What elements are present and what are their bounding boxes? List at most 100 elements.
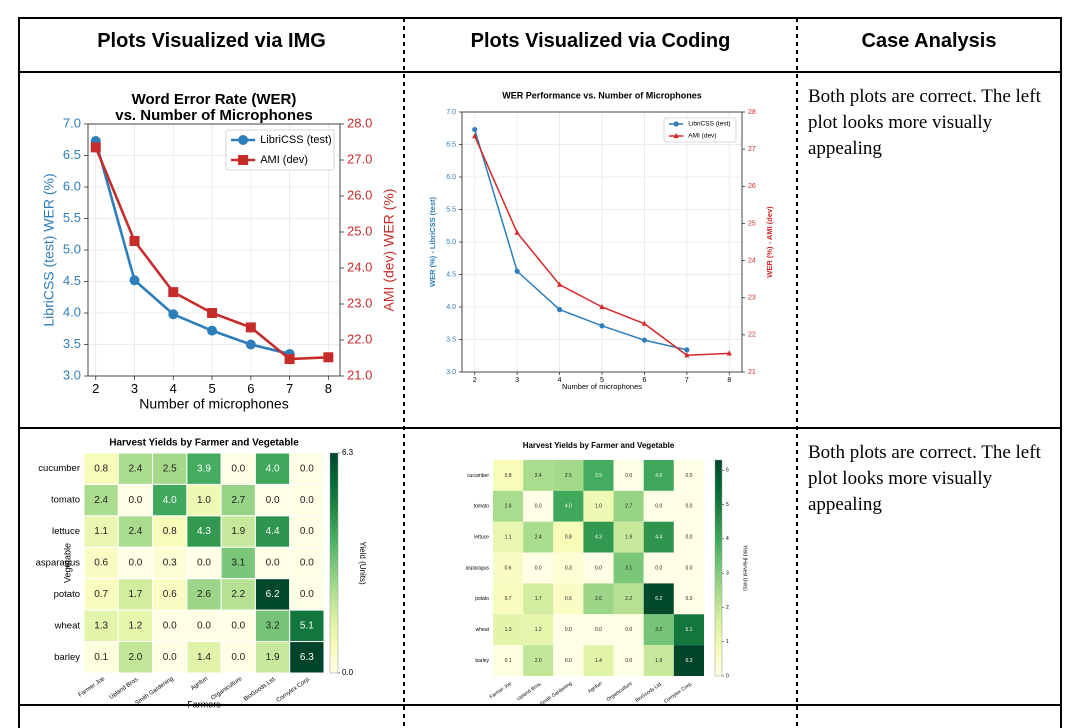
heatmap-cell [493,552,524,584]
cell-label: 0.0 [231,463,245,474]
cell-label: 6.2 [655,596,662,602]
chart-title: Harvest Yields by Farmer and Vegetable [523,441,675,450]
heatmap-cell [117,483,154,517]
heatmap-cell [583,614,614,646]
x-tick-label: BioGoods Ltd. [634,681,663,704]
heatmap-cell [523,460,554,491]
cell-label: 1.0 [595,504,602,510]
cell-label: 1.1 [94,526,108,537]
chart-title: vs. Number of Microphones [115,107,313,124]
colorbar-tick-label: 4 [726,536,729,542]
heatmap-cell [523,645,554,676]
heatmap-cell [83,546,119,580]
cell-label: 0.0 [655,504,662,510]
cell-label: 0.0 [300,463,314,474]
y-tick-label: 6.5 [63,147,81,162]
chart-title: WER Performance vs. Number of Microphone… [502,90,702,100]
cell-label: 2.4 [128,463,142,474]
y2-axis-label: WER (%) - AMI (dev) [765,206,774,278]
y-tick-label: barley [475,658,489,664]
heatmap-cell [152,546,188,580]
x-axis-label: Number of microphones [139,396,288,412]
cell-label: 4.0 [655,473,662,479]
cell-label: 0.0 [128,495,142,506]
cell-label: 0.0 [535,565,542,571]
cell-label: 1.9 [655,658,662,664]
colorbar-tick-label: 6.3 [342,448,354,457]
cell-label: 4.0 [266,463,280,474]
y-tick-label: wheat [476,627,490,633]
series-line [474,129,688,351]
marker [556,307,563,313]
x-tick-label: 5 [600,377,604,384]
cell-label: 0.0 [266,558,280,569]
heatmap-cell [613,614,644,646]
cell-label: 1.4 [197,652,211,663]
marker [245,339,256,350]
x-tick-label: 8 [727,377,731,384]
y-tick-label: 5.5 [63,210,81,225]
heatmap-cell [83,515,119,548]
cell-label: 0.0 [300,589,314,600]
x-axis-label: Farmers [187,699,221,709]
heatmap-cell [673,490,704,522]
y2-tick-label: 27.0 [347,151,372,166]
heatmap-cell [220,641,256,674]
cell-label: 0.0 [535,504,542,510]
y2-tick-label: 22 [748,332,756,339]
cell-label: 4.3 [197,526,211,537]
cell-label: 3.9 [197,463,211,474]
cell-label: 2.4 [535,534,542,540]
cell-label: 0.0 [685,596,692,602]
marker [207,308,218,318]
marker [207,325,218,336]
cell-label: 1.0 [197,495,211,506]
heatmap-cell [613,490,644,522]
cell-label: 0.1 [94,652,108,663]
colorbar-tick-label: 3 [726,570,729,576]
x-tick-label: Upland Bros. [109,676,141,701]
cell-label: 1.7 [535,596,542,602]
legend-label: AMI (dev) [688,133,716,140]
heatmap-cell [493,645,524,676]
heatmap-cell [553,614,584,646]
marker [684,352,690,358]
y2-tick-label: 26 [748,183,756,190]
heatmap-cell [254,546,291,580]
heatmap-cell [523,521,554,553]
heatmap-cell [613,521,644,553]
heatmap-cell [186,609,222,643]
x-tick-label: 7 [286,381,293,396]
x-tick-label: Smith Gardening [539,681,573,708]
marker [514,268,520,274]
heatmap-cell [643,490,674,522]
cell-label: 2.5 [163,463,177,474]
cell-label: 0.0 [163,652,177,663]
y2-tick-label: 26.0 [347,187,372,202]
marker [684,347,690,353]
heatmap-cell [493,460,524,491]
cell-label: 0.0 [625,627,632,633]
colorbar-tick-label: 2 [726,605,729,611]
cell-label: 3.1 [231,558,245,569]
y-tick-label: 4.0 [63,304,81,319]
legend-marker [673,132,679,139]
heatmap-cell [583,521,614,553]
heatmap-cell [220,483,256,517]
cell-label: 6.3 [685,658,692,664]
heatmap-cell [254,641,291,674]
cell-label: 2.0 [535,658,542,664]
cell-label: 0.0 [565,627,572,633]
heatmap-cell [643,583,674,615]
heatmap-cell [583,460,614,491]
heatmap-cell [523,552,554,584]
y-tick-label: 7.0 [446,109,456,116]
heatmap-cell [673,460,704,491]
cell-label: 0.8 [505,473,512,479]
marker [599,323,605,329]
chart-title: Word Error Rate (WER) [132,91,297,108]
heatmap-cell [583,645,614,676]
heatmap-cell [553,521,584,553]
y-tick-label: 4.5 [63,273,81,288]
